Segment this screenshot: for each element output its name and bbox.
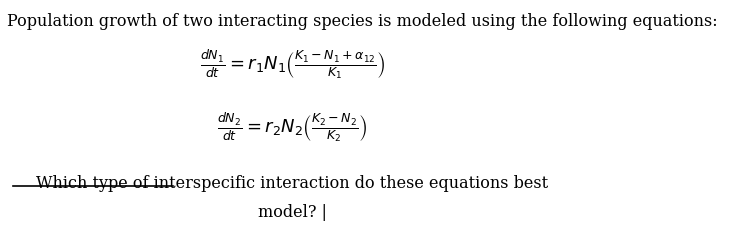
Text: Population growth of two interacting species is modeled using the following equa: Population growth of two interacting spe…	[7, 13, 718, 30]
Text: $\frac{dN_1}{dt} = r_1 N_1 \left(\frac{K_1 - N_1 + \alpha_{12}}{K_1}\right)$: $\frac{dN_1}{dt} = r_1 N_1 \left(\frac{K…	[199, 48, 386, 81]
Text: $\frac{dN_2}{dt} = r_2 N_2 \left(\frac{K_2 - N_2}{K_2}\right)$: $\frac{dN_2}{dt} = r_2 N_2 \left(\frac{K…	[217, 112, 367, 144]
Text: Which type of interspecific interaction do these equations best: Which type of interspecific interaction …	[37, 174, 548, 191]
Text: model? |: model? |	[258, 203, 327, 220]
